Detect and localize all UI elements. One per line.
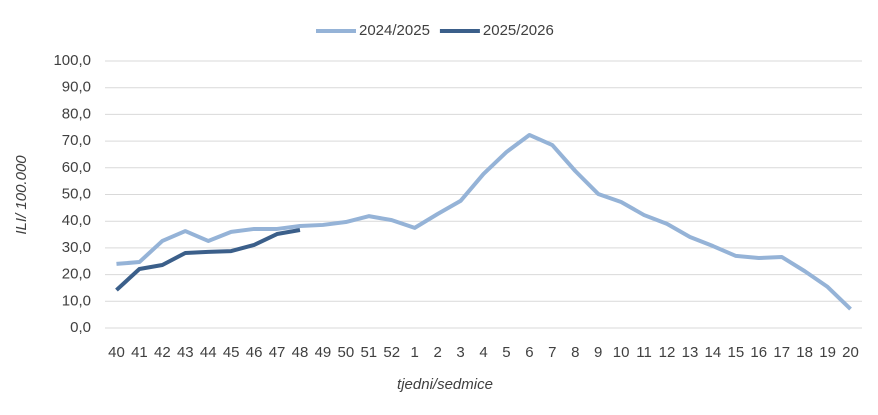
legend-label: 2024/2025 bbox=[359, 22, 430, 39]
legend-label: 2025/2026 bbox=[483, 22, 554, 39]
series-line bbox=[116, 132, 852, 311]
x-tick-label: 18 bbox=[796, 344, 813, 361]
y-tick-label: 100,0 bbox=[53, 52, 91, 69]
y-tick-label: 30,0 bbox=[62, 239, 91, 256]
x-tick-label: 5 bbox=[502, 344, 510, 361]
x-tick-label: 15 bbox=[727, 344, 744, 361]
x-tick-label: 40 bbox=[108, 344, 125, 361]
y-tick-label: 90,0 bbox=[62, 79, 91, 96]
x-tick-label: 11 bbox=[636, 344, 652, 361]
x-tick-label: 45 bbox=[223, 344, 240, 361]
x-tick-label: 46 bbox=[246, 344, 263, 361]
x-tick-label: 4 bbox=[479, 344, 487, 361]
x-tick-label: 10 bbox=[613, 344, 630, 361]
x-tick-label: 42 bbox=[154, 344, 171, 361]
x-tick-label: 13 bbox=[682, 344, 699, 361]
x-tick-label: 6 bbox=[525, 344, 533, 361]
x-tick-label: 14 bbox=[705, 344, 722, 361]
y-tick-label: 40,0 bbox=[62, 212, 91, 229]
x-tick-label: 48 bbox=[292, 344, 309, 361]
x-tick-label: 16 bbox=[750, 344, 767, 361]
x-tick-label: 17 bbox=[773, 344, 790, 361]
x-tick-label: 2 bbox=[433, 344, 441, 361]
y-tick-label: 50,0 bbox=[62, 185, 91, 202]
y-tick-label: 0,0 bbox=[70, 319, 91, 336]
y-axis-label: ILI/ 100.000 bbox=[13, 155, 30, 235]
y-tick-label: 70,0 bbox=[62, 132, 91, 149]
x-tick-label: 12 bbox=[659, 344, 676, 361]
x-tick-label: 7 bbox=[548, 344, 556, 361]
x-tick-label: 49 bbox=[315, 344, 332, 361]
x-tick-label: 47 bbox=[269, 344, 286, 361]
x-tick-label: 8 bbox=[571, 344, 579, 361]
x-tick-label: 3 bbox=[456, 344, 464, 361]
y-tick-label: 60,0 bbox=[62, 159, 91, 176]
x-tick-label: 43 bbox=[177, 344, 194, 361]
x-tick-label: 9 bbox=[594, 344, 602, 361]
y-tick-label: 20,0 bbox=[62, 266, 91, 283]
x-tick-label: 19 bbox=[819, 344, 836, 361]
y-tick-label: 80,0 bbox=[62, 105, 91, 122]
x-tick-label: 1 bbox=[411, 344, 419, 361]
x-tick-label: 41 bbox=[131, 344, 148, 361]
y-tick-label: 10,0 bbox=[62, 292, 91, 309]
x-tick-label: 20 bbox=[842, 344, 859, 361]
x-tick-label: 44 bbox=[200, 344, 217, 361]
x-tick-label: 52 bbox=[383, 344, 400, 361]
x-tick-label: 50 bbox=[338, 344, 355, 361]
x-axis-label: tjedni/sedmice bbox=[397, 376, 493, 393]
series-line bbox=[115, 228, 301, 292]
x-tick-label: 51 bbox=[360, 344, 377, 361]
